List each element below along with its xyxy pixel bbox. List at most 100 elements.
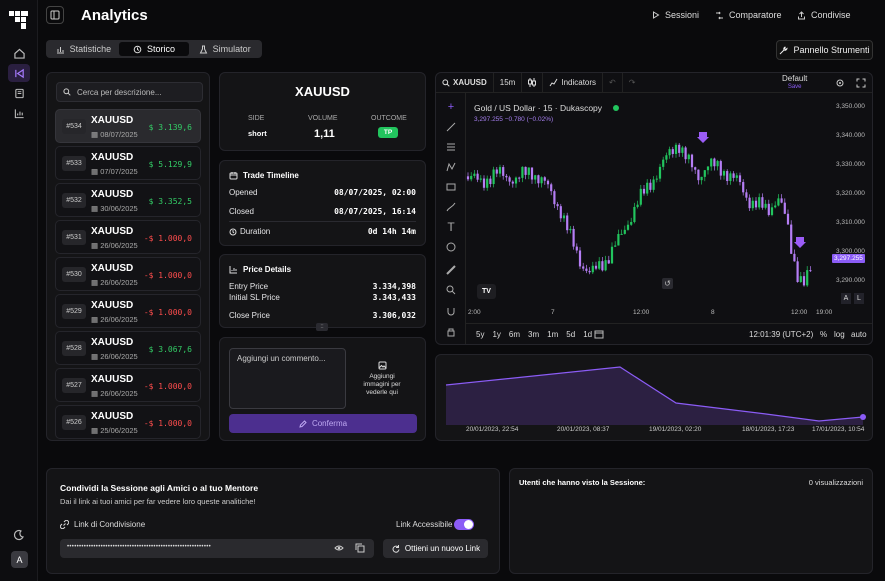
range-button[interactable]: 5y (476, 330, 485, 339)
candle-body (473, 173, 476, 176)
theme-toggle-icon[interactable] (8, 526, 30, 544)
trade-list-item[interactable]: #529 XAUUSD ▦ 26/06/2025 -$ 1.000,0 (55, 294, 201, 328)
resize-handle[interactable]: :: (316, 323, 328, 331)
range-button[interactable]: 1m (547, 330, 559, 339)
date-range-icon[interactable] (594, 329, 604, 342)
settings-icon[interactable] (835, 78, 845, 90)
magnet-icon[interactable] (444, 305, 458, 319)
candle-body (722, 171, 726, 176)
text-tool-icon[interactable]: T (447, 220, 455, 234)
range-button[interactable]: 6m (508, 330, 521, 339)
lock-icon[interactable] (444, 325, 458, 339)
viewers-panel: Utenti che hanno visto la Sessione: 0 vi… (509, 468, 873, 574)
equity-curve[interactable] (436, 355, 873, 425)
symbol-search[interactable]: XAUUSD (436, 73, 494, 93)
range-icon[interactable] (444, 180, 458, 194)
analytics-icon[interactable] (8, 104, 30, 122)
chart-bottom-bar: 5y 1y 6m 3m 1m 5d 1d 12:01:39 (UTC+2) % log au… (466, 323, 872, 344)
link-accessible-toggle[interactable] (454, 519, 474, 530)
emoji-icon[interactable] (444, 240, 458, 254)
tools-panel-button[interactable]: Pannello Strumenti (776, 40, 873, 60)
sidebar-toggle-button[interactable] (46, 6, 64, 24)
home-icon[interactable] (8, 44, 30, 62)
add-image-button[interactable]: Aggiungi immagini per vederle qui (358, 361, 406, 397)
tab-statistics[interactable]: Statistiche (48, 42, 119, 56)
trendline-icon[interactable] (444, 120, 458, 134)
ruler-icon[interactable] (444, 263, 458, 277)
confirm-button[interactable]: Conferma (229, 414, 417, 433)
percent-toggle[interactable]: % (820, 330, 828, 339)
duration-row: Duration 0d 14h 14m (229, 227, 416, 236)
nav-comparator[interactable]: Comparatore (715, 10, 782, 20)
time-axis[interactable]: 2:00 7 12:00 8 12:00 19:00 (466, 309, 836, 321)
comment-input[interactable]: Aggiungi un commento... (229, 348, 346, 409)
redo-button[interactable]: ↷ (628, 78, 636, 87)
trade-list-item[interactable]: #533 XAUUSD ▦ 07/07/2025 $ 5.129,9 (55, 146, 201, 180)
candle-body (591, 265, 594, 273)
trade-list-item[interactable]: #530 XAUUSD ▦ 26/06/2025 -$ 1.000,0 (55, 257, 201, 291)
trade-list-item[interactable]: #532 XAUUSD ▦ 30/06/2025 $ 3.352,5 (55, 183, 201, 217)
log-scale-l-button[interactable]: L (854, 293, 864, 304)
avatar[interactable]: A (11, 551, 28, 568)
copy-link-icon[interactable] (355, 543, 365, 556)
auto-scale-a-button[interactable]: A (841, 293, 851, 304)
range-button[interactable]: 1y (492, 330, 501, 339)
auto-toggle[interactable]: auto (851, 330, 867, 339)
candle-body (732, 173, 735, 178)
range-button[interactable]: 1d (583, 330, 593, 339)
zoom-icon[interactable] (444, 283, 458, 297)
volume-value: 1,11 (314, 128, 335, 140)
trade-timeline-panel: Trade Timeline Opened 08/07/2025, 02:00 C… (219, 160, 426, 246)
reset-chart-icon[interactable]: ↺ (662, 278, 673, 289)
trade-list-item[interactable]: #528 XAUUSD ▦ 26/06/2025 $ 3.067,6 (55, 331, 201, 365)
candle-body (690, 154, 694, 168)
trade-marker (697, 132, 709, 143)
current-price-tag: 3,297.255 (832, 254, 865, 263)
fullscreen-icon[interactable] (856, 78, 866, 90)
crosshair-icon[interactable]: + (447, 101, 455, 113)
chart-legend-values: 3,297.255 −0.780 (−0.02%) (474, 116, 554, 123)
timeline-divider (229, 221, 416, 222)
layout-sub: Save (787, 84, 802, 90)
candle-body (786, 213, 790, 225)
new-link-button[interactable]: Ottieni un nuovo Link (383, 539, 488, 558)
candle-body (505, 175, 508, 178)
nav-shared[interactable]: Condivise (797, 10, 851, 20)
clock-icon (229, 228, 237, 235)
fib-icon[interactable] (444, 140, 458, 154)
equity-date-tick: 17/01/2023, 10:54 (812, 426, 865, 433)
price-axis[interactable]: 3,350.000 3,340.000 3,330.000 3,320.000 3,31… (836, 93, 872, 308)
chart-type-button[interactable] (522, 73, 544, 93)
bar-chart-icon (56, 46, 64, 53)
candlestick-series[interactable] (466, 93, 836, 308)
range-button[interactable]: 3m (528, 330, 540, 339)
brush-icon[interactable] (444, 200, 458, 214)
share-link-field[interactable]: ••••••••••••••••••••••••••••••••••••••••… (60, 539, 374, 558)
price-header: Price Details (229, 265, 291, 274)
pattern-icon[interactable] (444, 160, 458, 174)
nav-sessions[interactable]: Sessioni (652, 10, 699, 20)
range-button[interactable]: 5d (566, 330, 576, 339)
trade-list-item[interactable]: #534 XAUUSD ▦ 08/07/2025 $ 3.139,6 (55, 109, 201, 143)
trade-list-item[interactable]: #527 XAUUSD ▦ 26/06/2025 -$ 1.000,0 (55, 368, 201, 402)
journal-icon[interactable] (8, 84, 30, 102)
indicators-button[interactable]: Indicators (543, 73, 604, 93)
replay-icon[interactable] (8, 64, 30, 82)
tab-statistics-label: Statistiche (69, 44, 112, 54)
undo-button[interactable]: ↶ (603, 73, 623, 93)
layout-selector[interactable]: Default Save (782, 74, 807, 92)
candle-body (726, 171, 729, 181)
trade-list-item[interactable]: #531 XAUUSD ▦ 26/06/2025 -$ 1.000,0 (55, 220, 201, 254)
trade-pnl: $ 5.129,9 (148, 160, 192, 169)
tab-simulator[interactable]: Simulator (189, 42, 260, 56)
trade-number: #531 (62, 230, 86, 245)
candle-body (790, 224, 793, 254)
show-link-icon[interactable] (334, 543, 344, 556)
interval-selector[interactable]: 15m (494, 73, 523, 93)
trade-list-item[interactable]: #526 XAUUSD ▦ 25/06/2025 -$ 1.000,0 (55, 405, 201, 439)
share-icon (798, 10, 805, 19)
search-input[interactable]: Cerca per descrizione... (56, 82, 203, 102)
tab-history[interactable]: Storico (118, 42, 190, 56)
log-toggle[interactable]: log (834, 330, 845, 339)
candle-body (674, 144, 678, 154)
